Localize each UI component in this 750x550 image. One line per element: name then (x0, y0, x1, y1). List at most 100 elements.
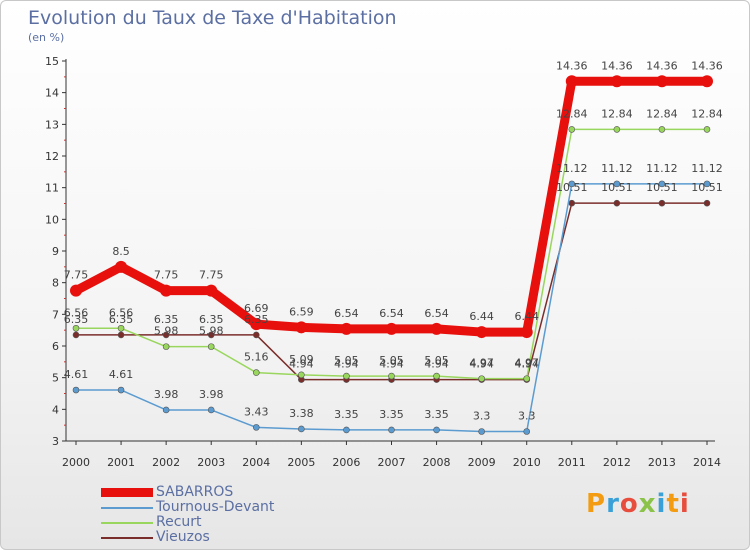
x-tick-label: 2010 (513, 456, 541, 469)
data-label: 4.94 (514, 358, 539, 371)
data-label: 6.54 (334, 307, 359, 320)
data-label: 6.69 (244, 302, 269, 315)
data-point (658, 180, 666, 188)
data-label: 5.09 (289, 353, 314, 366)
data-point (162, 343, 170, 350)
data-label: 7.75 (199, 269, 224, 282)
data-label: 14.36 (691, 59, 723, 72)
data-label: 12.84 (646, 107, 678, 120)
legend-label-tournous-devant: Tournous-Devant (156, 499, 275, 515)
x-tick-label: 2003 (197, 456, 225, 469)
chart-title: Evolution du Taux de Taxe d'Habitation (28, 7, 397, 29)
y-tick-label: 9 (52, 245, 59, 258)
data-label: 10.51 (556, 181, 588, 194)
data-label: 10.51 (601, 181, 633, 194)
data-label: 4.61 (109, 368, 134, 381)
y-tick-label: 4 (52, 403, 59, 416)
x-tick-label: 2009 (468, 456, 496, 469)
data-label: 3.98 (199, 388, 224, 401)
data-point (298, 425, 305, 433)
data-label: 6.35 (154, 313, 179, 326)
data-point (478, 375, 485, 382)
data-point (340, 322, 353, 335)
x-tick-label: 2013 (648, 456, 676, 469)
data-label: 3.35 (334, 408, 359, 421)
data-point (520, 326, 533, 339)
data-point (252, 331, 260, 339)
y-tick-label: 8 (52, 277, 59, 290)
data-point (658, 199, 666, 207)
data-point (205, 284, 218, 297)
data-label: 7.75 (154, 269, 179, 282)
data-label: 4.94 (289, 358, 314, 371)
logo-letter: P (586, 489, 607, 519)
data-point (295, 321, 308, 334)
data-point (701, 75, 713, 88)
data-point (115, 260, 128, 273)
data-label: 5.98 (199, 325, 224, 338)
data-point (388, 426, 395, 434)
legend-item-tournous-devant: Tournous-Devant (101, 499, 361, 515)
y-tick-label: 6 (52, 340, 59, 353)
data-point (430, 322, 443, 335)
data-label: 6.35 (64, 313, 89, 326)
data-label: 12.84 (601, 107, 633, 120)
x-tick-label: 2014 (693, 456, 721, 469)
data-label: 12.84 (691, 107, 723, 120)
legend-swatch-sabarros (101, 488, 153, 497)
data-point (385, 322, 398, 335)
data-point (117, 386, 125, 394)
data-point (72, 324, 80, 332)
data-point (117, 331, 125, 339)
data-label: 8.5 (112, 245, 130, 258)
data-point (478, 428, 485, 435)
data-label: 3.98 (154, 388, 179, 401)
data-label: 11.12 (646, 162, 678, 175)
data-label: 3.43 (244, 405, 269, 418)
y-tick-label: 11 (45, 182, 59, 195)
y-tick-label: 14 (45, 87, 59, 100)
data-label: 10.51 (691, 181, 723, 194)
data-label: 6.59 (289, 305, 314, 318)
y-tick-label: 15 (45, 55, 59, 68)
data-point (117, 324, 125, 332)
data-point (250, 318, 263, 331)
data-point (613, 126, 621, 133)
logo-letter: r (606, 489, 620, 519)
data-label: 5.16 (244, 351, 269, 364)
data-point (162, 331, 170, 339)
x-tick-label: 2011 (558, 456, 586, 469)
data-label: 5.05 (334, 354, 359, 367)
data-label: 6.56 (109, 306, 134, 319)
data-point (658, 126, 666, 133)
logo-letter: o (619, 489, 639, 519)
data-label: 6.35 (109, 313, 134, 326)
data-point (207, 331, 215, 339)
data-label: 3.3 (518, 410, 536, 423)
legend-label-recurt: Recurt (156, 514, 202, 530)
x-tick-label: 2008 (423, 456, 451, 469)
data-point (207, 406, 215, 414)
legend-swatch-vieuzos (101, 537, 153, 539)
data-label: 6.35 (199, 313, 224, 326)
data-label: 7.75 (64, 269, 89, 282)
data-point (433, 372, 440, 380)
data-point (703, 126, 711, 133)
data-point (72, 331, 80, 339)
data-label: 4.94 (334, 358, 359, 371)
x-tick-label: 2012 (603, 456, 631, 469)
legend-swatch-recurt (101, 522, 153, 524)
legend: SABARROS Tournous-Devant Recurt Vieuzos (101, 484, 361, 545)
x-tick-label: 2005 (287, 456, 315, 469)
data-label: 6.35 (244, 313, 269, 326)
data-point (252, 369, 260, 376)
data-point (298, 371, 305, 379)
x-tick-label: 2002 (152, 456, 180, 469)
data-point (523, 428, 531, 435)
data-label: 6.54 (379, 307, 404, 320)
legend-item-recurt: Recurt (101, 514, 361, 530)
data-point (523, 375, 531, 382)
y-tick-label: 5 (52, 372, 59, 385)
data-point (433, 426, 440, 434)
